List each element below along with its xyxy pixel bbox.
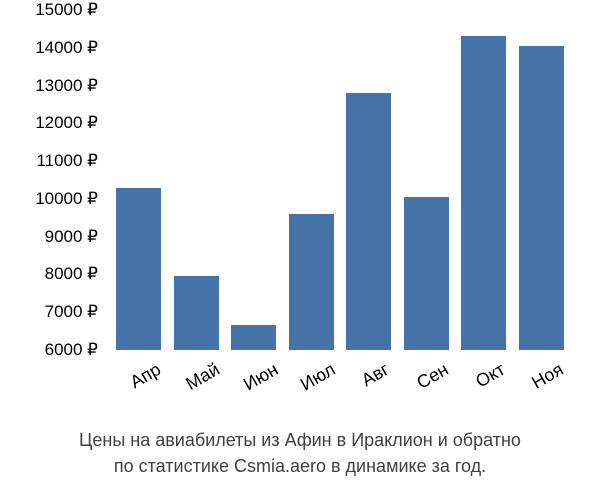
x-label-slot: Авг (340, 358, 398, 418)
bar (404, 197, 449, 350)
bar-slot (110, 10, 168, 350)
bar-slot (398, 10, 456, 350)
y-tick-label: 13000 ₽ (35, 76, 98, 96)
x-tick-label: Сен (413, 358, 454, 394)
bar (289, 214, 334, 350)
x-label-slot: Апр (110, 358, 168, 418)
x-tick-label: Июл (297, 358, 341, 395)
x-label-slot: Ноя (513, 358, 571, 418)
chart-caption-line2: по статистике Csmia.aero в динамике за г… (0, 456, 600, 477)
x-tick-label: Июн (240, 358, 284, 395)
x-tick-label: Май (183, 358, 226, 395)
y-tick-label: 7000 ₽ (45, 302, 98, 322)
x-tick-label: Окт (472, 358, 510, 392)
bar-slot (513, 10, 571, 350)
bar-slot (340, 10, 398, 350)
bar (346, 93, 391, 350)
x-tick-label: Авг (358, 358, 395, 391)
y-tick-label: 6000 ₽ (45, 340, 98, 360)
bar-slot (455, 10, 513, 350)
y-tick-label: 8000 ₽ (45, 264, 98, 284)
plot-area (110, 10, 570, 350)
x-label-slot: Июл (283, 358, 341, 418)
bar (231, 325, 276, 350)
bar-slot (168, 10, 226, 350)
bars-container (110, 10, 570, 350)
bar-slot (283, 10, 341, 350)
y-tick-label: 10000 ₽ (35, 189, 98, 209)
bar-slot (225, 10, 283, 350)
y-tick-label: 14000 ₽ (35, 38, 98, 58)
y-tick-label: 15000 ₽ (35, 0, 98, 20)
x-tick-label: Апр (126, 358, 166, 393)
x-label-slot: Май (168, 358, 226, 418)
x-label-slot: Июн (225, 358, 283, 418)
x-tick-label: Ноя (529, 358, 570, 394)
bar (461, 36, 506, 350)
bar (519, 46, 564, 350)
x-label-slot: Сен (398, 358, 456, 418)
bar (116, 188, 161, 350)
y-tick-label: 9000 ₽ (45, 227, 98, 247)
y-tick-label: 12000 ₽ (35, 113, 98, 133)
y-axis: 6000 ₽7000 ₽8000 ₽9000 ₽10000 ₽11000 ₽12… (0, 10, 110, 350)
y-tick-label: 11000 ₽ (36, 151, 98, 171)
chart-caption-line1: Цены на авиабилеты из Афин в Ираклион и … (0, 430, 600, 451)
x-label-slot: Окт (455, 358, 513, 418)
bar (174, 276, 219, 350)
price-bar-chart: 6000 ₽ 7000 ₽ 8000 ₽ 9000 ₽ 10000 ₽ 11000 ₽ 12… (0, 0, 600, 500)
x-axis: Апр Май Июн Июл Авг Сен Окт Ноя (110, 358, 570, 418)
